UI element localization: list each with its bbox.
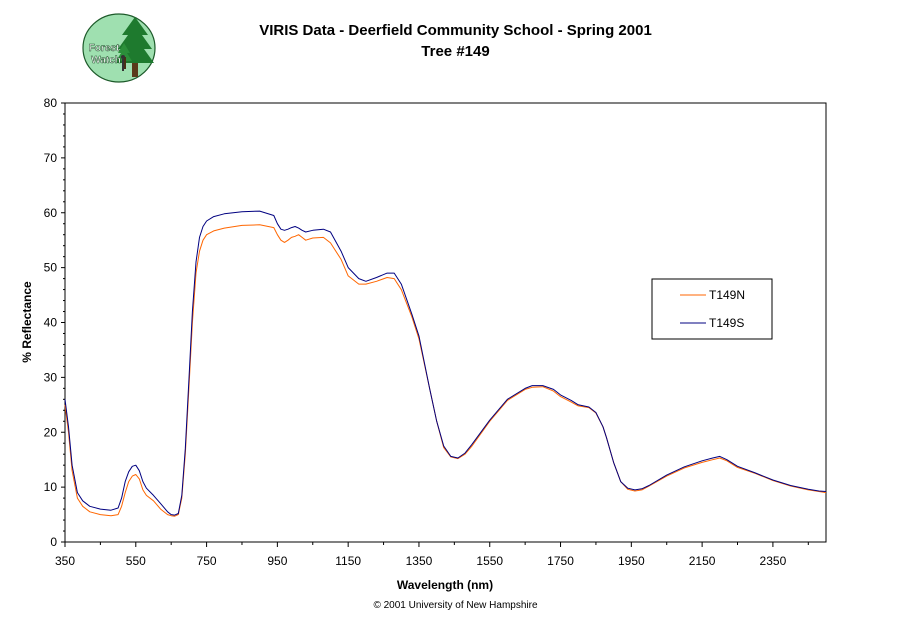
x-axis-label: Wavelength (nm) xyxy=(397,578,493,592)
chart-title: VIRIS Data - Deerfield Community School … xyxy=(259,22,652,39)
series-line-t149n xyxy=(64,224,827,517)
y-tick-label: 80 xyxy=(44,96,58,110)
chart-subtitle: Tree #149 xyxy=(421,43,490,60)
copyright-notice: © 2001 University of New Hampshire xyxy=(373,600,538,611)
legend-label-t149n: T149N xyxy=(709,288,745,302)
x-tick-label: 2150 xyxy=(689,554,716,568)
x-tick-label: 950 xyxy=(267,554,287,568)
x-tick-label: 550 xyxy=(126,554,146,568)
y-axis-label: % Reflectance xyxy=(20,281,34,363)
y-tick-label: 70 xyxy=(44,151,58,165)
x-tick-label: 750 xyxy=(197,554,217,568)
legend-box xyxy=(651,278,773,340)
x-tick-label: 1750 xyxy=(547,554,574,568)
forest-watch-logo-graphic: Forest Watch xyxy=(82,13,156,83)
logo-text-line1: Forest xyxy=(89,43,120,54)
y-tick-label: 30 xyxy=(44,370,58,384)
x-axis: 350 550 750 950 1150 1350 1550 1750 1950 2150 2350 xyxy=(55,542,809,568)
x-tick-label: 1550 xyxy=(476,554,503,568)
legend-label-t149s: T149S xyxy=(709,316,744,330)
y-tick-label: 0 xyxy=(50,535,57,549)
x-tick-label: 1350 xyxy=(406,554,433,568)
series-line-t149s xyxy=(64,210,827,516)
legend: T149N T149S xyxy=(651,278,773,340)
y-tick-label: 40 xyxy=(44,316,58,330)
x-tick-label: 2350 xyxy=(760,554,787,568)
logo-text-line2: Watch xyxy=(91,55,121,66)
y-tick-label: 10 xyxy=(44,480,58,494)
series-group xyxy=(64,210,827,517)
y-axis: 0 10 20 30 40 50 60 70 80 xyxy=(44,96,65,549)
forest-watch-logo: Forest Watch xyxy=(82,13,156,83)
x-tick-label: 350 xyxy=(55,554,75,568)
y-tick-label: 20 xyxy=(44,425,58,439)
x-tick-label: 1150 xyxy=(335,554,361,568)
y-tick-label: 50 xyxy=(44,261,58,275)
y-tick-label: 60 xyxy=(44,206,58,220)
x-tick-label: 1950 xyxy=(618,554,645,568)
